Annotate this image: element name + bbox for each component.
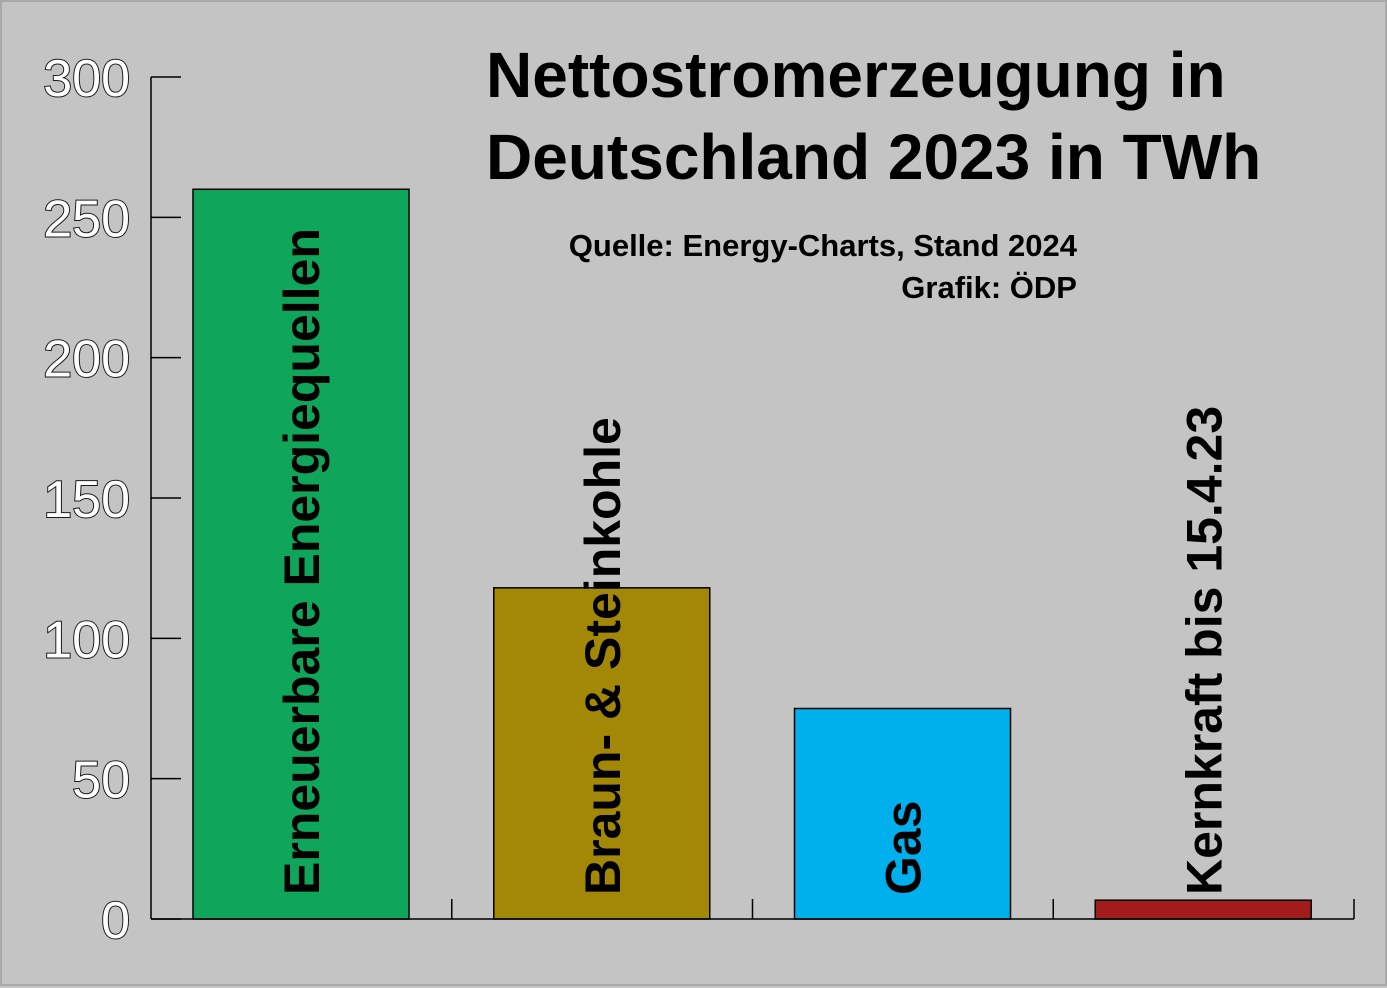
category-label-2: Gas: [876, 800, 932, 895]
chart-credit-note: Grafik: ÖDP: [901, 270, 1077, 305]
chart-title-line-1: Nettostromerzeugung in: [486, 39, 1226, 111]
y-tick-label: 50: [72, 752, 130, 810]
y-tick-label: 300: [43, 50, 130, 108]
y-tick-label: 250: [43, 190, 130, 248]
category-label-0: Erneuerbare Energiequellen: [274, 228, 330, 895]
bar-2: [793, 707, 1012, 920]
y-tick-label: 100: [43, 611, 130, 669]
category-label-1: Braun- & Steinkohle: [575, 417, 631, 895]
bar-0: [192, 188, 410, 920]
axes: 0 50 100 150 200 250 300: [42, 49, 1355, 951]
bar-1: [493, 587, 711, 920]
chart-source-note: Quelle: Energy-Charts, Stand 2024: [569, 228, 1078, 263]
bar-labels: Erneuerbare Energiequellen Braun- & Stein…: [274, 228, 1232, 895]
y-tick-label: 0: [101, 892, 130, 950]
bars-layer: [192, 188, 1312, 920]
y-tick-label: 150: [43, 471, 130, 529]
bar-3: [1094, 899, 1312, 920]
y-tick-label: 200: [43, 331, 130, 389]
chart-title-line-2: Deutschland 2023 in TWh: [486, 121, 1261, 193]
category-label-3: Kernkraft bis 15.4.23: [1176, 406, 1232, 895]
